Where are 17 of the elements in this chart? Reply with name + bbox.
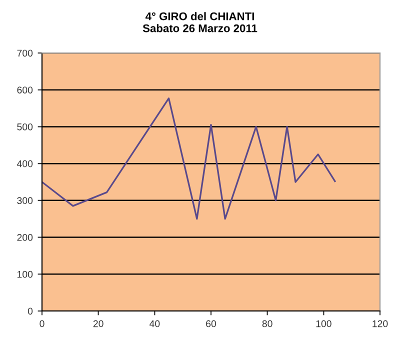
- x-tick-label: 120: [372, 320, 388, 328]
- y-tick-label: 0: [28, 308, 33, 315]
- x-tick-label: 100: [316, 320, 332, 328]
- x-tick-label: 0: [40, 320, 44, 328]
- y-tick-label: 500: [17, 123, 33, 130]
- x-tick-label: 20: [93, 320, 104, 328]
- chart-title: 4° GIRO del CHIANTI Sabato 26 Marzo 2011: [142, 12, 258, 32]
- y-tick-label: 700: [17, 50, 33, 57]
- line-series: [42, 98, 336, 220]
- x-tick-label: 40: [149, 320, 160, 328]
- y-tick-label: 400: [16, 160, 33, 168]
- x-tick-label: 80: [262, 320, 272, 328]
- x-tick-label: 60: [206, 320, 216, 328]
- y-tick-label: 200: [17, 234, 33, 241]
- y-tick-label: 300: [17, 197, 33, 204]
- y-tick-label: 100: [17, 270, 33, 278]
- y-tick-label: 600: [17, 86, 33, 94]
